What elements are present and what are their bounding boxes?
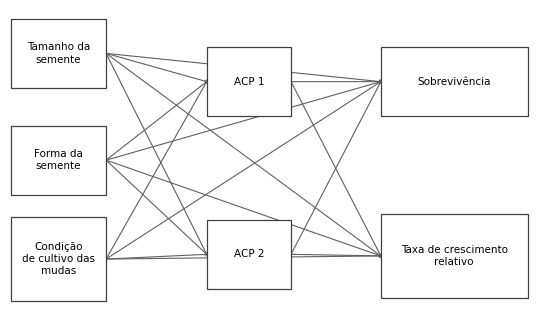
Text: Sobrevivência: Sobrevivência xyxy=(417,77,491,87)
Text: Condição
de cultivo das
mudas: Condição de cultivo das mudas xyxy=(22,242,95,276)
FancyBboxPatch shape xyxy=(207,47,291,116)
Text: Forma da
semente: Forma da semente xyxy=(34,149,83,171)
FancyBboxPatch shape xyxy=(381,214,528,298)
FancyBboxPatch shape xyxy=(381,47,528,116)
Text: Taxa de crescimento
relativo: Taxa de crescimento relativo xyxy=(401,245,508,267)
FancyBboxPatch shape xyxy=(11,217,106,301)
FancyBboxPatch shape xyxy=(11,126,106,195)
Text: ACP 1: ACP 1 xyxy=(233,77,264,87)
FancyBboxPatch shape xyxy=(207,220,291,289)
Text: ACP 2: ACP 2 xyxy=(233,249,264,259)
FancyBboxPatch shape xyxy=(11,19,106,88)
Text: Tamanho da
semente: Tamanho da semente xyxy=(27,42,90,65)
